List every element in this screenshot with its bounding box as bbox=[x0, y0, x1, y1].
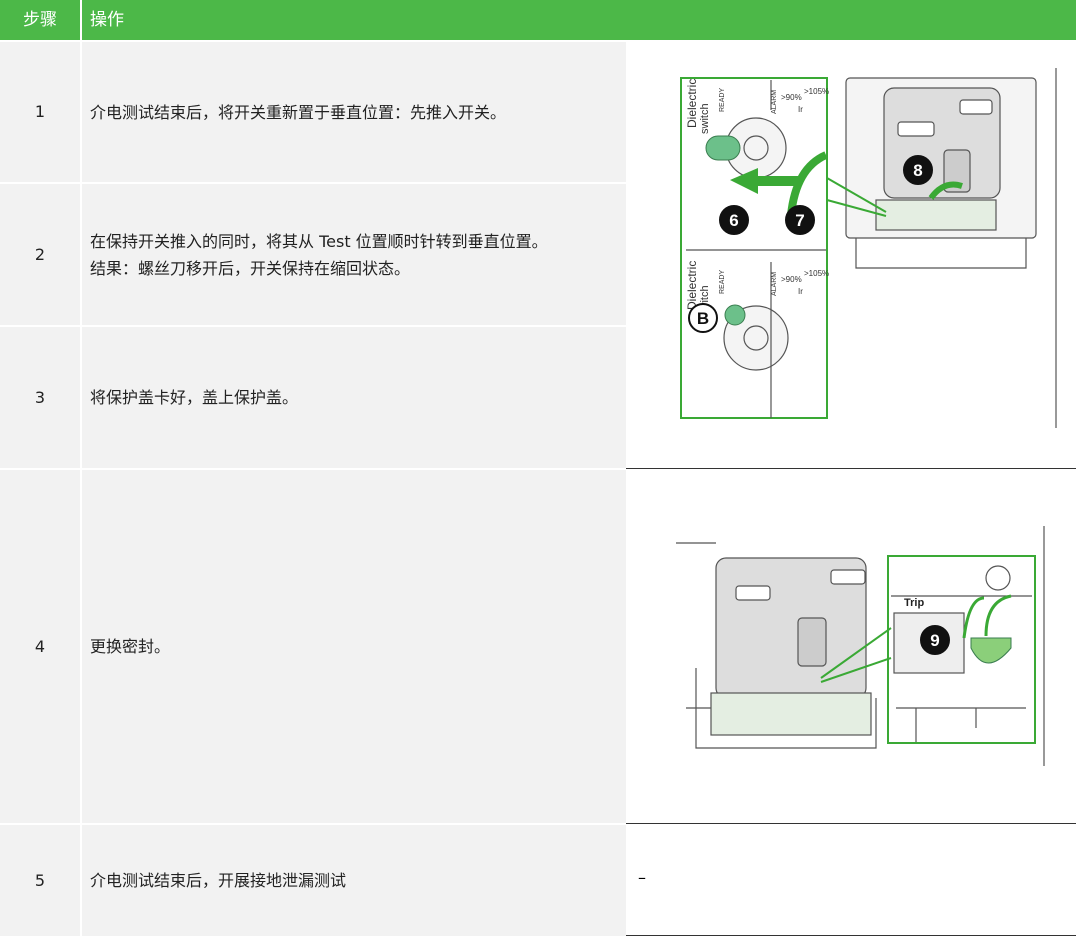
figure-2: Trip 9 bbox=[676, 526, 1045, 766]
step-number: 5 bbox=[34, 870, 46, 890]
divider bbox=[626, 823, 1076, 824]
step-paragraph: 在保持开关推入的同时，将其从 Test 位置顺时针转到垂直位置。 bbox=[90, 231, 548, 251]
action-cell bbox=[82, 184, 626, 325]
callout-label: 8 bbox=[913, 161, 922, 180]
indicator: READY bbox=[719, 270, 726, 294]
step-cell bbox=[0, 42, 80, 182]
callout bbox=[920, 625, 950, 655]
panel-label: Dielectric bbox=[685, 79, 699, 128]
indicator: ALARM bbox=[771, 272, 778, 296]
callout bbox=[719, 205, 749, 235]
action-cell bbox=[82, 42, 626, 182]
callout bbox=[785, 205, 815, 235]
header-step: 步骤 bbox=[0, 0, 80, 40]
indicator: Ir bbox=[798, 105, 803, 114]
step-cell bbox=[0, 470, 80, 823]
indicator: >90% bbox=[781, 93, 802, 102]
step-text: 介电测试结束后，开展接地泄漏测试 bbox=[90, 867, 570, 894]
panel-label: switch bbox=[699, 103, 711, 134]
callout-label: 7 bbox=[795, 211, 804, 230]
step-paragraph: 将保护盖卡好，盖上保护盖。 bbox=[90, 388, 299, 407]
panel-label: Dielectric bbox=[685, 261, 699, 310]
step-text: 在保持开关推入的同时，将其从 Test 位置顺时针转到垂直位置。 结果：螺丝刀移开… bbox=[90, 228, 570, 282]
step-cell bbox=[0, 825, 80, 936]
dash: – bbox=[638, 868, 646, 887]
step-number: 4 bbox=[34, 636, 46, 656]
indicator: >105% bbox=[804, 87, 829, 96]
indicator: >90% bbox=[781, 275, 802, 284]
action-cell bbox=[82, 327, 626, 468]
action-cell bbox=[82, 470, 626, 823]
callout-label: 9 bbox=[930, 631, 939, 650]
step-number: 1 bbox=[34, 102, 46, 121]
indicator: ALARM bbox=[771, 90, 778, 114]
step-text: 介电测试结束后，将开关重新置于垂直位置：先推入开关。 bbox=[90, 99, 570, 126]
trip-label: Trip bbox=[904, 597, 924, 609]
step-paragraph: 更换密封。 bbox=[90, 637, 171, 656]
indicator: >105% bbox=[804, 269, 829, 278]
action-cell bbox=[82, 825, 626, 936]
step-cell bbox=[0, 327, 80, 468]
step-text: 更换密封。 bbox=[90, 633, 570, 660]
step-text: 将保护盖卡好，盖上保护盖。 bbox=[90, 384, 570, 411]
divider bbox=[626, 468, 1076, 469]
step-paragraph: 结果：螺丝刀移开后，开关保持在缩回状态。 bbox=[90, 258, 411, 278]
callout bbox=[903, 155, 933, 185]
callout-label: 6 bbox=[729, 211, 738, 230]
callout bbox=[688, 303, 718, 333]
step-number: 2 bbox=[34, 244, 46, 264]
indicator: Ir bbox=[798, 287, 803, 296]
step-paragraph: 介电测试结束后，开展接地泄漏测试 bbox=[90, 871, 347, 890]
callout-label: B bbox=[697, 309, 709, 328]
step-paragraph: 介电测试结束后，将开关重新置于垂直位置：先推入开关。 bbox=[90, 102, 507, 122]
indicator: READY bbox=[719, 88, 726, 112]
step-cell bbox=[0, 184, 80, 325]
step-number: 3 bbox=[34, 387, 46, 407]
header-action: 操作 bbox=[82, 0, 1076, 40]
